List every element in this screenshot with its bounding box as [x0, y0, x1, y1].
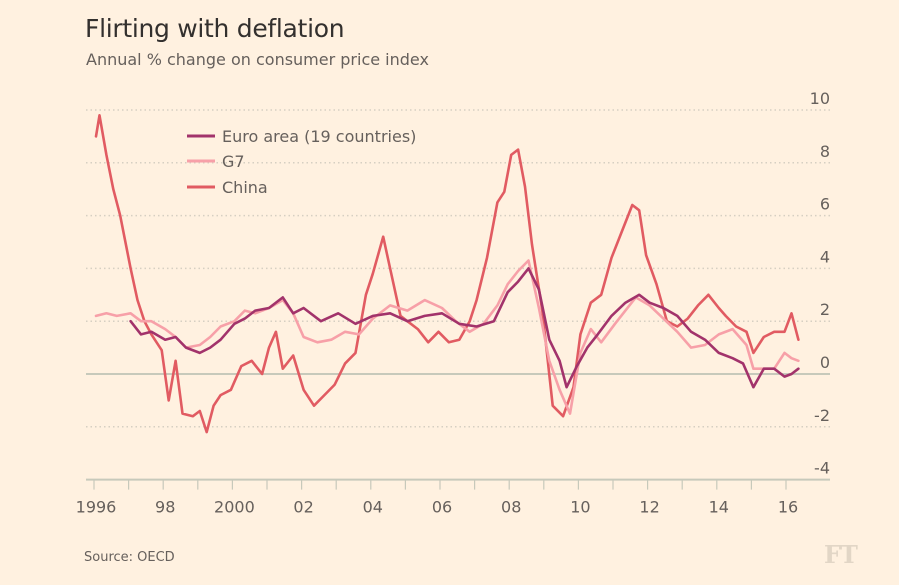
y-tick-label: -4 — [814, 459, 830, 478]
series-lines — [94, 114, 800, 434]
x-tick-label: 08 — [501, 498, 521, 517]
x-tick-label: 98 — [155, 498, 175, 517]
x-tick-label: 10 — [570, 498, 590, 517]
y-tick-label: -2 — [814, 406, 830, 425]
china-line — [94, 114, 800, 434]
x-tick-label: 04 — [363, 498, 383, 517]
y-tick-label: 4 — [820, 247, 830, 266]
y-tick-label: 2 — [820, 300, 830, 319]
y-axis: 10 8 6 4 2 0 -2 -4 — [810, 89, 830, 478]
x-tick-label: 2000 — [214, 498, 255, 517]
legend-label-china: China — [222, 178, 268, 197]
euro-area-line — [129, 267, 800, 389]
y-tick-label: 8 — [820, 142, 830, 161]
source-note: Source: OECD — [84, 550, 175, 565]
legend-label-g7: G7 — [222, 152, 245, 171]
legend-label-euro: Euro area (19 countries) — [222, 127, 416, 146]
y-tick-label: 0 — [820, 353, 830, 372]
x-tick-label: 02 — [293, 498, 313, 517]
y-tick-label: 6 — [820, 195, 830, 214]
g7-line — [94, 259, 800, 415]
ft-logo: FT — [824, 540, 858, 569]
x-tick-label: 1996 — [76, 498, 117, 517]
chart-subtitle: Annual % change on consumer price index — [86, 50, 429, 69]
x-axis: 1996 98 2000 02 04 06 08 10 12 14 16 — [76, 478, 830, 517]
chart-title: Flirting with deflation — [85, 14, 345, 43]
x-tick-label: 16 — [778, 498, 798, 517]
x-tick-label: 06 — [432, 498, 452, 517]
y-tick-label: 10 — [810, 89, 830, 108]
x-tick-label: 14 — [709, 498, 729, 517]
grid-lines — [86, 109, 830, 428]
legend: Euro area (19 countries) G7 China — [187, 127, 416, 197]
x-tick-label: 12 — [639, 498, 659, 517]
